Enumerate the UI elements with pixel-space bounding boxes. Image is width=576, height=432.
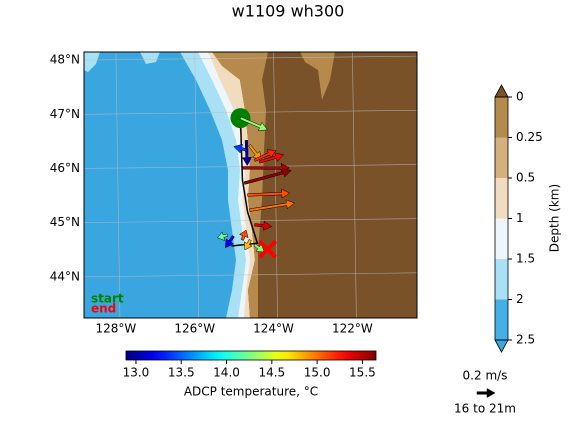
depth-tick-label: 2: [516, 292, 524, 306]
velocity-arrow: [249, 199, 296, 212]
velocity-arrow: [217, 231, 229, 241]
map-frame: [83, 51, 418, 319]
depth-level: [495, 137, 508, 178]
meridian: [115, 51, 121, 319]
lon-tick-label: 122°W: [332, 322, 373, 336]
depth-tick-label: 0.25: [516, 130, 543, 144]
colorbar-tick-label: 13.5: [168, 366, 195, 380]
land: [240, 52, 417, 318]
meridian: [194, 51, 200, 319]
coastal-range: [212, 52, 268, 318]
depth-extend-top: [494, 84, 509, 98]
depth-tick-label: 1: [516, 211, 524, 225]
title: w1109 wh300: [232, 2, 345, 21]
depth-tick-label: 0: [516, 90, 524, 104]
depth-level: [495, 259, 508, 300]
velocity-arrow: [242, 140, 252, 167]
depth-tick-label: 1.5: [516, 252, 535, 266]
velocity-arrow: [254, 220, 273, 231]
key-arrow: [476, 388, 496, 398]
colorbar-tick-label: 14.5: [258, 366, 285, 380]
colorbar-tick-label: 15.5: [349, 366, 376, 380]
parallel: [83, 110, 418, 115]
velocity-arrow: [247, 188, 291, 199]
lat-tick-label: 45°N: [50, 215, 80, 229]
depth-extend-bottom: [494, 339, 509, 353]
shoal: [84, 52, 100, 72]
depth-level: [495, 178, 508, 219]
velocity-arrow: [243, 167, 292, 185]
depth-tick-label: 2.5: [516, 333, 535, 347]
depth-level: [495, 97, 508, 138]
lat-tick-label: 47°N: [50, 107, 80, 121]
velocity-arrow: [233, 143, 248, 154]
velocity-arrow: [225, 235, 235, 249]
lon-tick-label: 124°W: [253, 322, 294, 336]
depth-colorbar-label: Depth (km): [548, 184, 562, 252]
graticule: [83, 51, 418, 319]
velocity-arrow: [242, 162, 290, 173]
map-marks: [217, 108, 296, 259]
depth-level: [495, 299, 508, 340]
colorbar-tick-label: 15.0: [304, 366, 331, 380]
colorbar-tick-label: 13.0: [123, 366, 150, 380]
lat-tick-label: 46°N: [50, 161, 80, 175]
velocity-arrow: [239, 229, 249, 241]
temperature-colorbar-label: ADCP temperature, °C: [184, 385, 318, 399]
parallel: [83, 55, 418, 61]
meridian: [273, 51, 278, 319]
lon-tick-label: 126°W: [174, 322, 215, 336]
lat-tick-label: 44°N: [50, 269, 80, 283]
lon-tick-label: 128°W: [96, 322, 137, 336]
velocity-arrow: [243, 239, 253, 251]
end-marker: [258, 239, 278, 259]
shoal: [140, 52, 160, 64]
parallel: [83, 272, 418, 278]
colorbar-tick-label: 14.0: [213, 366, 240, 380]
highland: [300, 52, 335, 100]
temperature-colorbar: [125, 350, 377, 361]
key-speed-label: 0.2 m/s: [463, 369, 508, 383]
velocity-arrow: [258, 152, 285, 164]
key-depth-label: 16 to 21m: [454, 402, 516, 416]
end-label: end: [91, 302, 116, 316]
lat-tick-label: 48°N: [50, 53, 80, 67]
depth-tick-label: 0.5: [516, 171, 535, 185]
velocity-arrow: [253, 149, 277, 162]
basemap: [84, 52, 417, 318]
velocity-arrow: [239, 116, 268, 131]
depth-level: [495, 218, 508, 259]
start-label: start: [91, 292, 124, 306]
